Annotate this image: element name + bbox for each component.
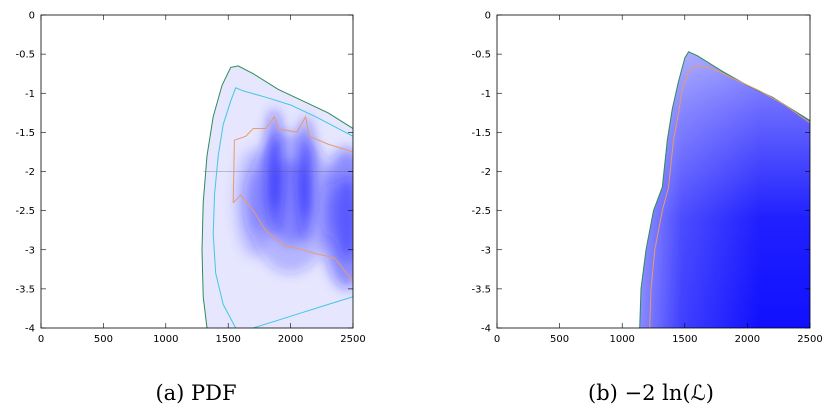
pdf-caption: (a) PDF: [155, 381, 236, 405]
inner-contour: [232, 115, 353, 282]
x-tick-label: 500: [94, 334, 113, 345]
likelihood-contours: [639, 51, 810, 328]
y-tick-label: -1: [481, 89, 491, 100]
middle-contour: [212, 87, 353, 328]
y-tick-label: 0: [485, 11, 491, 22]
y-tick-label: -0.5: [15, 50, 35, 61]
y-tick-label: -2.5: [15, 206, 35, 217]
y-tick-label: 0: [29, 11, 35, 22]
x-tick-label: 2000: [735, 334, 760, 345]
y-tick-label: -3: [25, 245, 35, 256]
density-peak-core: [243, 169, 263, 236]
x-tick-label: 0: [494, 334, 500, 345]
x-tick-label: 2500: [797, 334, 822, 345]
y-tick-label: -4: [481, 324, 491, 335]
pdf-density: [202, 65, 353, 328]
pdf-x-axis: 0 500 1000 1500 2000 2500: [38, 15, 366, 345]
likelihood-caption: (b) −2 ln(ℒ): [588, 381, 714, 405]
y-tick-label: -2: [25, 167, 35, 178]
x-tick-label: 1000: [153, 334, 178, 345]
y-tick-label: -2.5: [471, 206, 491, 217]
likelihood-heatmap-panel: 0 -0.5 -1 -1.5 -2 -2.5 -3 -3.5 -4 0 500 1000 1500 20…: [471, 11, 823, 406]
pdf-y-axis: 0 -0.5 -1 -1.5 -2 -2.5 -3 -3.5 -4: [15, 11, 353, 335]
x-tick-label: 1500: [672, 334, 697, 345]
x-tick-label: 1000: [609, 334, 634, 345]
x-tick-label: 500: [550, 334, 569, 345]
y-tick-label: -2: [481, 167, 491, 178]
x-tick-label: 1500: [215, 334, 240, 345]
pdf-contours: [201, 65, 353, 328]
density-peak-core: [334, 176, 353, 261]
pdf-heatmap-panel: 0 -0.5 -1 -1.5 -2 -2.5 -3 -3.5 -4 0 500 1000 1500 20…: [15, 11, 366, 406]
y-tick-label: -3: [481, 245, 491, 256]
y-tick-label: -1: [25, 89, 35, 100]
y-tick-label: -0.5: [471, 50, 491, 61]
y-tick-label: -4: [25, 324, 35, 335]
density-peak-core: [268, 160, 313, 246]
likelihood-x-axis: 0 500 1000 1500 2000 2500: [494, 15, 823, 345]
x-tick-label: 0: [38, 334, 44, 345]
outer-contour: [201, 65, 353, 328]
y-tick-label: -3.5: [15, 284, 35, 295]
y-tick-label: -1.5: [15, 128, 35, 139]
y-tick-label: -1.5: [471, 128, 491, 139]
x-tick-label: 2000: [278, 334, 303, 345]
x-tick-label: 2500: [340, 334, 365, 345]
inner-contour: [649, 65, 810, 328]
density-peaks: [234, 108, 353, 289]
y-tick-label: -3.5: [471, 284, 491, 295]
likelihood-y-axis: 0 -0.5 -1 -1.5 -2 -2.5 -3 -3.5 -4: [471, 11, 810, 335]
